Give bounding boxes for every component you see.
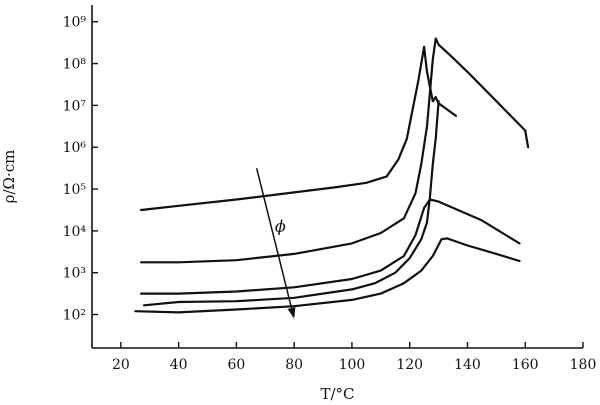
x-tick-label: 100: [339, 357, 366, 373]
series-group: [134, 37, 530, 314]
y-tick-label: 10²: [63, 308, 86, 324]
y-tick-label: 10⁷: [63, 98, 87, 114]
y-tick-label: 10⁶: [63, 140, 87, 156]
phi-arrowhead: [287, 307, 296, 319]
x-tick-label: 140: [454, 357, 481, 373]
x-tick-label: 20: [112, 357, 130, 373]
x-tick-label: 120: [396, 357, 423, 373]
x-tick-label: 60: [227, 357, 245, 373]
x-tick-label: 180: [570, 357, 597, 373]
series-line-2: [140, 37, 530, 264]
annotation-group: ϕ: [255, 167, 296, 319]
phi-annotation: ϕ: [275, 216, 286, 235]
x-tick-label: 80: [285, 357, 303, 373]
x-tick-label: 40: [170, 357, 188, 373]
phi-arrow: [255, 167, 293, 309]
x-tick-label: 160: [512, 357, 539, 373]
y-tick-label: 10⁴: [63, 224, 87, 240]
x-axis-title: T/°C: [320, 385, 354, 403]
x-ticks: 20 40 60 80 100 120 140 160 180: [112, 342, 596, 373]
y-tick-label: 10⁸: [63, 57, 87, 73]
axes: [91, 5, 583, 349]
y-tick-label: 10³: [63, 266, 86, 282]
series-line-5: [134, 237, 521, 314]
series-line-3: [140, 198, 521, 295]
y-tick-label: 10⁵: [63, 182, 87, 198]
series-line-1: [140, 45, 457, 212]
series-line-4: [142, 100, 440, 307]
y-axis-title: ρ/Ω·cm: [0, 150, 18, 204]
y-tick-label: 10⁹: [63, 15, 87, 31]
y-ticks: 10² 10³ 10⁴ 10⁵ 10⁶ 10⁷ 10⁸ 10⁹: [63, 15, 98, 324]
